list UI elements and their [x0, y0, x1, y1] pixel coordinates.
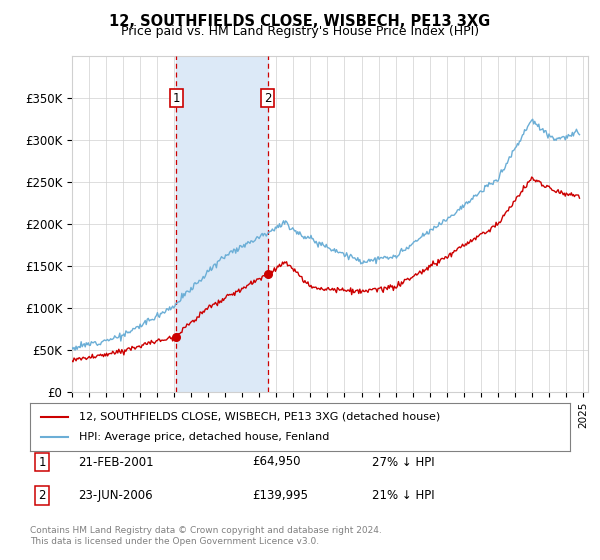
Text: This data is licensed under the Open Government Licence v3.0.: This data is licensed under the Open Gov…: [30, 538, 319, 547]
Bar: [176, 56, 268, 392]
Text: 21% ↓ HPI: 21% ↓ HPI: [372, 489, 434, 502]
Text: 23-JUN-2006: 23-JUN-2006: [78, 489, 152, 502]
Text: 12, SOUTHFIELDS CLOSE, WISBECH, PE13 3XG (detached house): 12, SOUTHFIELDS CLOSE, WISBECH, PE13 3XG…: [79, 412, 440, 422]
Text: 2: 2: [264, 91, 271, 105]
Text: 2: 2: [38, 489, 46, 502]
Text: 1: 1: [38, 455, 46, 469]
Text: 1: 1: [173, 91, 180, 105]
Text: £139,995: £139,995: [252, 489, 308, 502]
Text: 21-FEB-2001: 21-FEB-2001: [78, 455, 154, 469]
Text: Price paid vs. HM Land Registry's House Price Index (HPI): Price paid vs. HM Land Registry's House …: [121, 25, 479, 38]
Text: £64,950: £64,950: [252, 455, 301, 469]
Text: HPI: Average price, detached house, Fenland: HPI: Average price, detached house, Fenl…: [79, 432, 329, 442]
Text: 27% ↓ HPI: 27% ↓ HPI: [372, 455, 434, 469]
Text: Contains HM Land Registry data © Crown copyright and database right 2024.: Contains HM Land Registry data © Crown c…: [30, 526, 382, 535]
Text: 12, SOUTHFIELDS CLOSE, WISBECH, PE13 3XG: 12, SOUTHFIELDS CLOSE, WISBECH, PE13 3XG: [109, 14, 491, 29]
